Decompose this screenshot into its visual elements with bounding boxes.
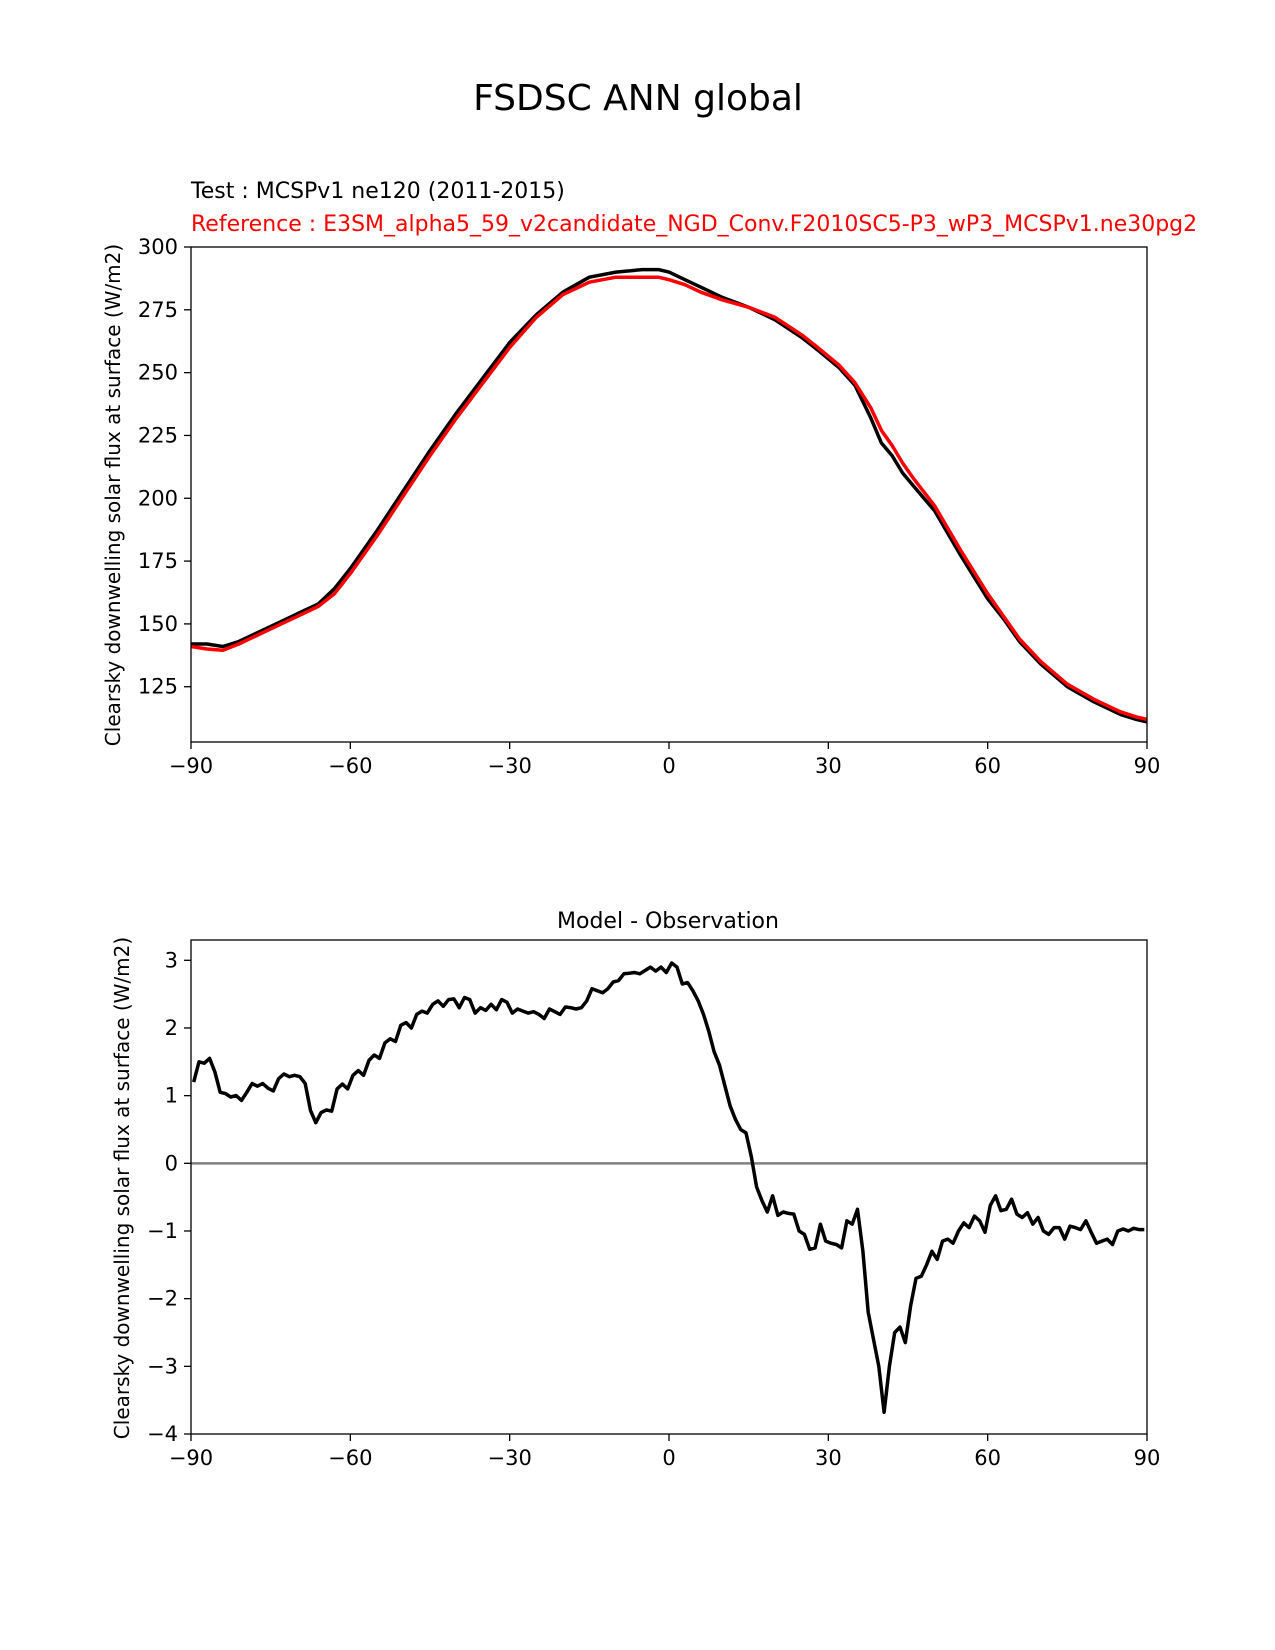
top-xtick-label: 60: [974, 754, 1001, 778]
bottom-ytick-label: 2: [165, 1016, 178, 1040]
bottom-xtick-label: 60: [974, 1446, 1001, 1470]
top-ytick-label: 150: [138, 612, 178, 636]
top-ytick-label: 200: [138, 486, 178, 510]
bottom-series-line-0: [192, 961, 1145, 1415]
bottom-ylabel: Clearsky downwelling solar flux at surfa…: [110, 937, 134, 1439]
top-xtick-label: 0: [662, 754, 675, 778]
top-xtick-label: −60: [328, 754, 372, 778]
bottom-panel: Model - Observation Clearsky downwelling…: [110, 909, 1160, 1470]
top-ytick-label: 300: [138, 235, 178, 259]
top-series-line-1: [190, 275, 1148, 722]
bottom-ytick-label: −1: [147, 1219, 178, 1243]
test-label: Test : MCSPv1 ne120 (2011-2015): [190, 179, 565, 204]
reference-label: Reference : E3SM_alpha5_59_v2candidate_N…: [191, 212, 1197, 237]
top-series-line-0: [191, 267, 1148, 724]
bottom-ytick-label: −3: [147, 1354, 178, 1378]
bottom-xtick-label: 30: [815, 1446, 842, 1470]
top-xtick-label: −90: [169, 754, 213, 778]
bottom-ytick-label: 0: [165, 1151, 178, 1175]
bottom-ytick-label: −4: [147, 1422, 178, 1446]
top-panel: Test : MCSPv1 ne120 (2011-2015) Referenc…: [101, 179, 1197, 778]
bottom-xtick-label: 0: [662, 1446, 675, 1470]
bottom-xtick-label: −30: [488, 1446, 532, 1470]
bottom-xtick-label: −90: [169, 1446, 213, 1470]
top-xtick-label: 30: [815, 754, 842, 778]
figure-suptitle: FSDSC ANN global: [473, 78, 803, 119]
bottom-xtick-label: −60: [328, 1446, 372, 1470]
bottom-ytick-label: 1: [165, 1084, 178, 1108]
top-ylabel: Clearsky downwelling solar flux at surfa…: [101, 244, 125, 746]
top-xtick-label: 90: [1134, 754, 1161, 778]
bottom-ytick-label: −2: [147, 1287, 178, 1311]
top-ytick-label: 125: [138, 675, 178, 699]
bottom-xtick-label: 90: [1134, 1446, 1161, 1470]
top-axes-frame: [190, 246, 1148, 743]
top-ytick-label: 225: [138, 423, 178, 447]
top-xtick-label: −30: [488, 754, 532, 778]
bottom-plot-area: −90 −60 −30 0 30 60 90 −4 −3 −2 −1 0 1 2 3: [147, 939, 1161, 1470]
top-ytick-label: 275: [138, 298, 178, 322]
bottom-ytick-label: 3: [165, 948, 178, 972]
bottom-title: Model - Observation: [557, 909, 779, 934]
top-plot-area: −90 −60 −30 0 30 60 90 125 150 175 200 225 250 275 300: [138, 235, 1160, 778]
top-ytick-label: 175: [138, 549, 178, 573]
bottom-axes-frame: [190, 939, 1148, 1435]
top-ytick-label: 250: [138, 361, 178, 385]
